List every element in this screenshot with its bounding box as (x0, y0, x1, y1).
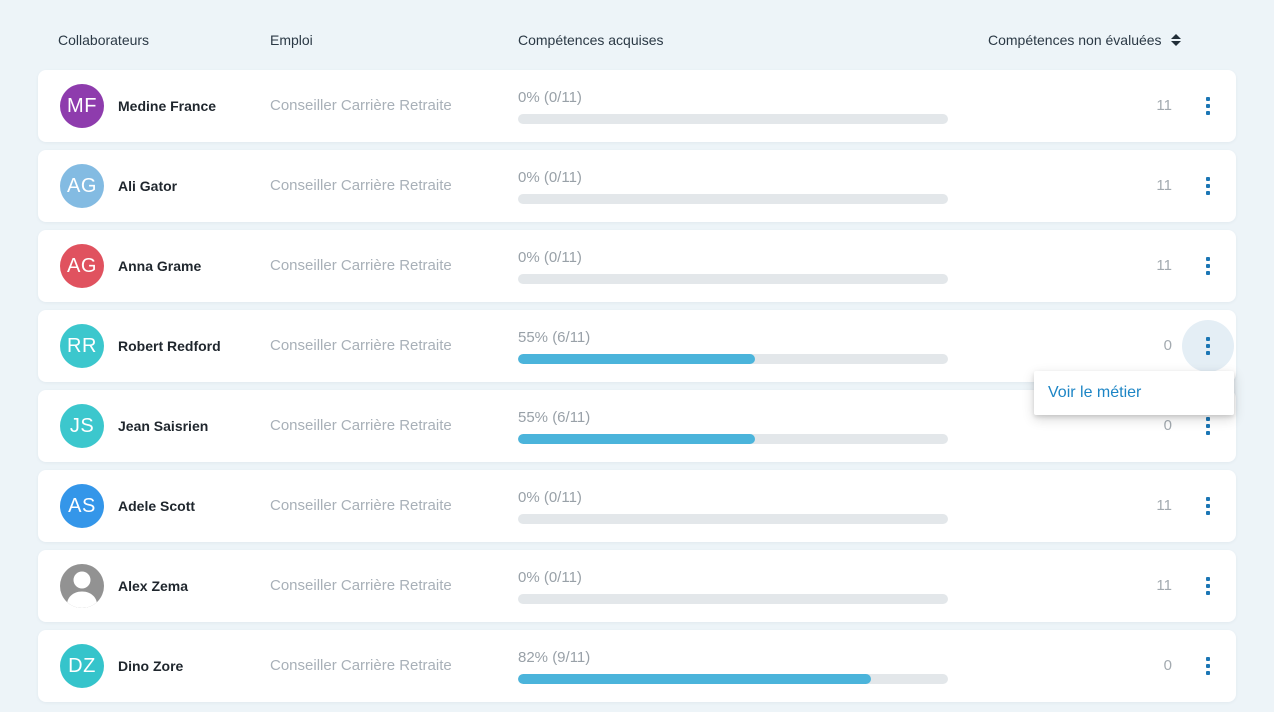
column-header-label: Compétences non évaluées (988, 32, 1162, 48)
not-evaluated-count: 11 (1156, 577, 1172, 594)
collaborator-name: Ali Gator (118, 178, 178, 194)
collaborator-name: Alex Zema (118, 578, 189, 594)
progress-label: 0% (0/11) (518, 569, 582, 586)
progress: 55% (6/11) (518, 329, 948, 364)
progress-bar (518, 114, 948, 124)
job-title: Conseiller Carrière Retraite (270, 257, 452, 274)
not-evaluated-count: 0 (1163, 657, 1172, 674)
row-actions-button[interactable] (1188, 326, 1228, 366)
progress: 0% (0/11) (518, 249, 948, 284)
progress: 0% (0/11) (518, 569, 948, 604)
progress-bar (518, 194, 948, 204)
collaborator-name: Medine France (118, 98, 217, 114)
progress-bar (518, 594, 948, 604)
row-actions-button[interactable] (1188, 86, 1228, 126)
progress-label: 0% (0/11) (518, 249, 582, 266)
progress-label: 0% (0/11) (518, 89, 582, 106)
table-row: RR Robert Redford Conseiller Carrière Re… (38, 310, 1236, 382)
column-header-emploi: Emploi (270, 32, 313, 48)
person-icon (67, 571, 97, 608)
collaborator-name: Jean Saisrien (118, 418, 209, 434)
collaborator-name: Robert Redford (118, 338, 221, 354)
not-evaluated-count: 0 (1163, 337, 1172, 354)
job-title: Conseiller Carrière Retraite (270, 657, 452, 674)
avatar (60, 564, 104, 608)
progress-label: 55% (6/11) (518, 409, 591, 426)
row-actions-button[interactable] (1188, 486, 1228, 526)
job-title: Conseiller Carrière Retraite (270, 177, 452, 194)
avatar-initials: DZ (68, 654, 96, 677)
collaborator-name: Anna Grame (118, 258, 202, 274)
avatar: RR (60, 324, 104, 368)
column-header-competences-non-evaluees[interactable]: Compétences non évaluées (988, 32, 1181, 48)
table-row: AG Anna Grame Conseiller Carrière Retrai… (38, 230, 1236, 302)
row-actions-button[interactable] (1188, 566, 1228, 606)
collaborator-name: Dino Zore (118, 658, 184, 674)
progress-bar (518, 674, 948, 684)
avatar: DZ (60, 644, 104, 688)
not-evaluated-count: 11 (1156, 257, 1172, 274)
column-header-competences-acquises: Compétences acquises (518, 32, 664, 48)
avatar: JS (60, 404, 104, 448)
job-title: Conseiller Carrière Retraite (270, 337, 452, 354)
table-row: AS Adele Scott Conseiller Carrière Retra… (38, 470, 1236, 542)
table-row: AG Ali Gator Conseiller Carrière Retrait… (38, 150, 1236, 222)
collaborator-name: Adele Scott (118, 498, 196, 514)
job-title: Conseiller Carrière Retraite (270, 417, 452, 434)
not-evaluated-count: 11 (1156, 177, 1172, 194)
not-evaluated-count: 0 (1163, 417, 1172, 434)
progress-bar (518, 274, 948, 284)
job-title: Conseiller Carrière Retraite (270, 497, 452, 514)
menu-item-voir-le-metier[interactable]: Voir le métier (1048, 384, 1142, 401)
avatar-initials: AG (67, 254, 97, 277)
progress-bar (518, 434, 948, 444)
progress-label: 0% (0/11) (518, 169, 582, 186)
progress-bar (518, 514, 948, 524)
table-row: DZ Dino Zore Conseiller Carrière Retrait… (38, 630, 1236, 702)
row-actions-button[interactable] (1188, 166, 1228, 206)
progress: 0% (0/11) (518, 489, 948, 524)
avatar: AG (60, 164, 104, 208)
avatar: AG (60, 244, 104, 288)
column-header-collaborateurs: Collaborateurs (58, 32, 150, 48)
progress: 82% (9/11) (518, 649, 948, 684)
progress: 0% (0/11) (518, 89, 948, 124)
progress: 0% (0/11) (518, 169, 948, 204)
progress-fill (518, 354, 755, 364)
sort-icon[interactable] (1170, 34, 1181, 46)
avatar-initials: AS (68, 494, 96, 517)
avatar-initials: AG (67, 174, 97, 197)
progress-label: 82% (9/11) (518, 649, 591, 666)
avatar-initials: JS (69, 414, 95, 437)
table-row: Alex Zema Conseiller Carrière Retraite 0… (38, 550, 1236, 622)
job-title: Conseiller Carrière Retraite (270, 577, 452, 594)
progress-fill (518, 674, 871, 684)
avatar-initials: RR (67, 334, 97, 357)
row-actions-button[interactable] (1188, 246, 1228, 286)
progress-bar (518, 354, 948, 364)
avatar-initials: MF (67, 94, 97, 117)
context-menu: Voir le métier (1034, 371, 1234, 415)
row-actions-button[interactable] (1188, 406, 1228, 446)
progress-label: 55% (6/11) (518, 329, 591, 346)
avatar: AS (60, 484, 104, 528)
table-row: MF Medine France Conseiller Carrière Ret… (38, 70, 1236, 142)
avatar: MF (60, 84, 104, 128)
progress: 55% (6/11) (518, 409, 948, 444)
table-header: Collaborateurs Emploi Compétences acquis… (0, 0, 1274, 70)
not-evaluated-count: 11 (1156, 497, 1172, 514)
progress-label: 0% (0/11) (518, 489, 582, 506)
progress-fill (518, 434, 755, 444)
job-title: Conseiller Carrière Retraite (270, 97, 452, 114)
not-evaluated-count: 11 (1156, 97, 1172, 114)
row-actions-button[interactable] (1188, 646, 1228, 686)
